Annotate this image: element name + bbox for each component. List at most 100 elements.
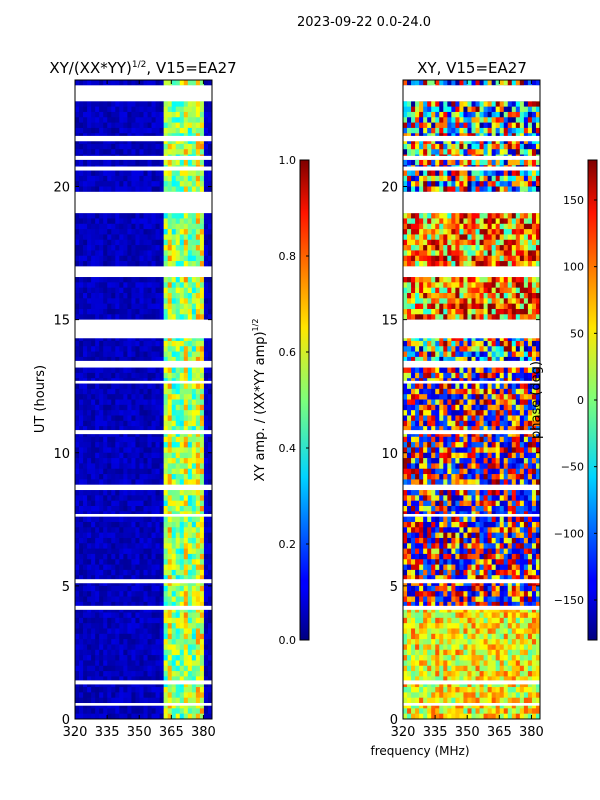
heatmap-cell — [135, 506, 140, 512]
heatmap-cell — [499, 101, 505, 108]
heatmap-cell — [119, 223, 124, 230]
heatmap-cell — [167, 463, 173, 470]
heatmap-cell — [143, 564, 148, 571]
heatmap-cell — [203, 676, 209, 683]
heatmap-cell — [159, 410, 165, 416]
heatmap-cell — [191, 159, 197, 166]
heatmap-cell — [107, 564, 112, 571]
heatmap-cell — [123, 149, 128, 155]
heatmap-cell — [115, 516, 120, 523]
heatmap-cell — [191, 186, 197, 193]
heatmap-cell — [127, 521, 132, 528]
heatmap-cell — [123, 463, 128, 470]
heatmap-cell — [91, 218, 96, 225]
heatmap-cell — [123, 340, 128, 347]
heatmap-cell — [199, 127, 205, 134]
heatmap-cell — [75, 298, 80, 305]
heatmap-cell — [103, 282, 108, 289]
heatmap-cell — [127, 617, 132, 624]
heatmap-cell — [95, 703, 100, 709]
heatmap-cell — [203, 591, 209, 597]
heatmap-cell — [75, 394, 80, 400]
heatmap-cell — [435, 149, 440, 155]
y-tick-label: 10 — [53, 447, 70, 462]
heatmap-cell — [123, 410, 128, 416]
heatmap-cell — [523, 186, 529, 193]
heatmap-cell — [151, 287, 156, 294]
heatmap-cell — [195, 495, 201, 502]
heatmap-cell — [87, 223, 92, 230]
heatmap-cell — [115, 431, 120, 438]
heatmap-cell — [191, 442, 197, 448]
heatmap-cell — [147, 431, 152, 438]
heatmap-cell — [115, 468, 120, 475]
heatmap-cell — [159, 495, 165, 502]
heatmap-cell — [507, 127, 513, 134]
heatmap-cell — [131, 335, 136, 342]
heatmap-cell — [179, 314, 185, 321]
heatmap-cell — [155, 175, 161, 182]
heatmap-cell — [87, 617, 92, 624]
heatmap-cell — [115, 692, 120, 699]
heatmap-cell — [83, 649, 88, 656]
heatmap-cell — [75, 628, 80, 635]
heatmap-cell — [407, 181, 412, 187]
heatmap-cell — [147, 383, 152, 390]
heatmap-cell — [171, 447, 177, 454]
heatmap-cell — [171, 186, 177, 193]
heatmap-cell — [199, 703, 205, 709]
heatmap-cell — [175, 298, 181, 305]
heatmap-cell — [111, 559, 116, 565]
heatmap-cell — [75, 372, 80, 379]
heatmap-cell — [99, 628, 104, 635]
heatmap-cell — [123, 383, 128, 390]
heatmap-cell — [115, 617, 120, 624]
heatmap-cell — [143, 575, 148, 581]
heatmap-cell — [143, 293, 148, 299]
heatmap-cell — [155, 692, 161, 699]
heatmap-cell — [499, 159, 505, 166]
heatmap-cell — [115, 314, 120, 321]
heatmap-cell — [175, 708, 181, 715]
heatmap-cell — [159, 665, 165, 672]
heatmap-cell — [119, 708, 124, 715]
heatmap-cell — [159, 463, 165, 470]
heatmap-cell — [107, 452, 112, 459]
heatmap-cell — [139, 452, 144, 459]
heatmap-cell — [123, 186, 128, 193]
heatmap-cell — [79, 175, 84, 182]
heatmap-cell — [183, 681, 189, 688]
heatmap-cell — [159, 404, 165, 411]
heatmap-cell — [95, 346, 100, 352]
heatmap-cell — [151, 681, 156, 688]
heatmap-cell — [83, 340, 88, 347]
heatmap-cell — [443, 111, 448, 118]
heatmap-cell — [79, 80, 84, 86]
heatmap-cell — [119, 687, 124, 693]
heatmap-cell — [91, 431, 96, 438]
heatmap-cell — [203, 537, 209, 544]
heatmap-cell — [179, 175, 185, 182]
heatmap-cell — [183, 175, 189, 182]
heatmap-cell — [183, 388, 189, 395]
heatmap-cell — [91, 671, 96, 677]
heatmap-cell — [119, 234, 124, 241]
heatmap-cell — [111, 218, 116, 225]
heatmap-cell — [79, 388, 84, 395]
heatmap-cell — [111, 159, 116, 166]
heatmap-cell — [475, 80, 480, 86]
heatmap-cell — [195, 213, 201, 219]
flagged-row — [75, 135, 212, 142]
heatmap-cell — [119, 612, 124, 619]
heatmap-cell — [203, 495, 209, 502]
heatmap-cell — [175, 420, 181, 427]
heatmap-cell — [83, 447, 88, 454]
heatmap-cell — [79, 521, 84, 528]
heatmap-cell — [143, 628, 148, 635]
heatmap-cell — [87, 426, 92, 432]
heatmap-cell — [139, 149, 144, 155]
heatmap-cell — [123, 399, 128, 406]
heatmap-cell — [115, 447, 120, 454]
heatmap-cell — [203, 521, 209, 528]
heatmap-cell — [87, 553, 92, 560]
